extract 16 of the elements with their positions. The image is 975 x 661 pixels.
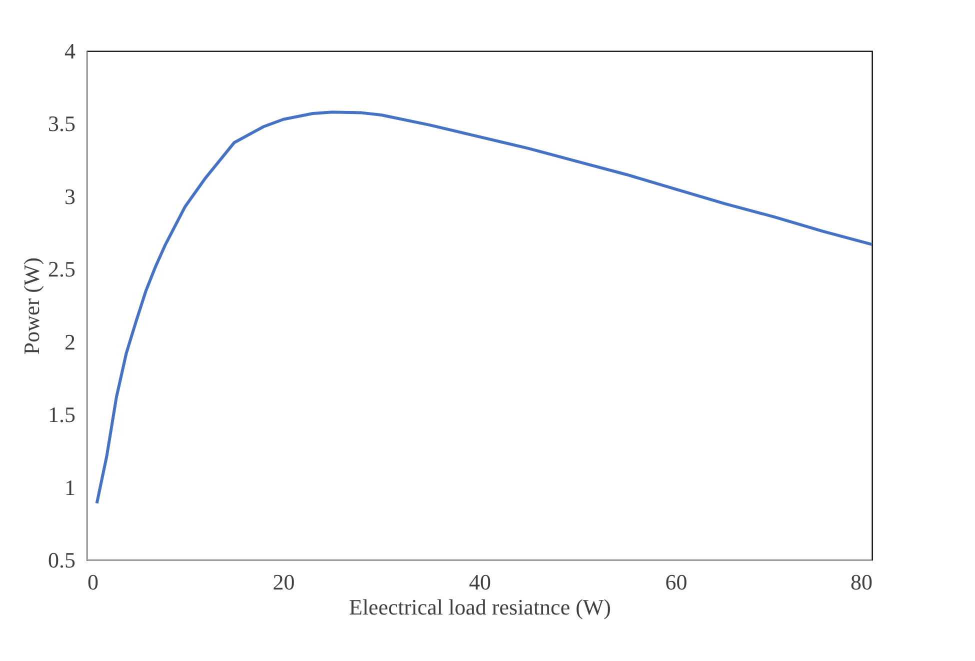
- x-tick-label: 60: [665, 570, 688, 594]
- x-tick-label: 0: [88, 570, 98, 594]
- line-series: [95, 110, 874, 505]
- x-tick-label: 40: [469, 570, 491, 594]
- y-tick-label: 2: [64, 329, 76, 354]
- x-tick-label: 20: [272, 570, 295, 594]
- x-tick-label: 80: [850, 570, 872, 594]
- y-tick-label: 4: [64, 38, 76, 64]
- x-axis-title: Eleectrical load resiatnce (W): [348, 594, 612, 620]
- y-tick-label: 0.5: [48, 548, 76, 572]
- y-tick-label: 3: [64, 184, 76, 209]
- y-tick-label: 1.5: [48, 402, 76, 428]
- y-tick-label: 1: [64, 474, 76, 500]
- y-tick-label: 3.5: [48, 111, 76, 136]
- y-axis-title: Power (W): [19, 257, 44, 355]
- y-tick-label: 2.5: [48, 256, 76, 282]
